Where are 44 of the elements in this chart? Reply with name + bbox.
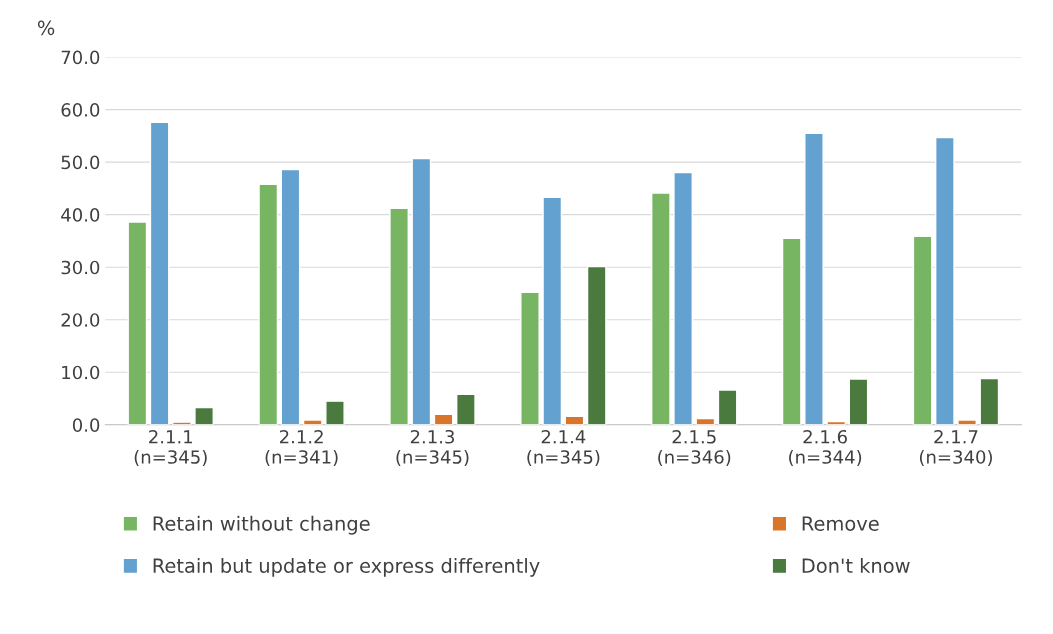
bar	[586, 265, 607, 425]
bar	[325, 400, 345, 425]
x-tick-label: 2.1.4 (n=345)	[527, 429, 600, 466]
bar	[673, 171, 693, 425]
legend-label: Don't know	[802, 557, 910, 574]
y-tick-label: 0.0	[72, 418, 100, 432]
y-tick-label: 50.0	[61, 155, 100, 170]
y-tick-label: 20.0	[61, 313, 100, 327]
legend-label: Retain but update or express differently	[153, 557, 540, 577]
x-tick-label: 2.1.3 (n=345)	[396, 429, 469, 466]
bar	[717, 389, 738, 425]
x-tick-label: 2.1.6 (n=344)	[789, 429, 862, 466]
bar	[149, 121, 170, 425]
bar	[957, 419, 977, 425]
bar	[934, 136, 955, 425]
bar	[979, 377, 1000, 425]
legend-label: Retain without change	[153, 515, 370, 535]
legend-label: Remove	[802, 516, 879, 531]
y-tick-label: 40.0	[61, 208, 100, 222]
y-tick-label: 30.0	[61, 260, 100, 275]
bar	[455, 393, 476, 425]
bar	[542, 196, 563, 425]
bar	[848, 378, 869, 425]
bar	[172, 421, 192, 425]
bar	[912, 235, 933, 425]
bar	[280, 168, 301, 425]
bar	[520, 291, 540, 425]
bar	[411, 157, 432, 425]
x-tick-label: 2.1.2 (n=341)	[265, 429, 338, 466]
bar	[389, 207, 409, 425]
bar	[194, 406, 214, 425]
bar	[650, 192, 671, 425]
bar	[127, 221, 148, 425]
y-tick-label: 60.0	[61, 103, 100, 117]
bar	[804, 132, 824, 425]
y-axis-title: %	[37, 20, 55, 36]
x-tick-label: 2.1.1 (n=345)	[134, 429, 207, 466]
bar	[258, 183, 279, 425]
x-tick-label: 2.1.7 (n=340)	[919, 429, 992, 466]
bar	[302, 419, 323, 425]
y-tick-label: 10.0	[62, 365, 100, 380]
x-tick-label: 2.1.5 (n=346)	[658, 429, 731, 466]
y-tick-label: 70.0	[61, 50, 100, 65]
bar	[781, 237, 802, 425]
